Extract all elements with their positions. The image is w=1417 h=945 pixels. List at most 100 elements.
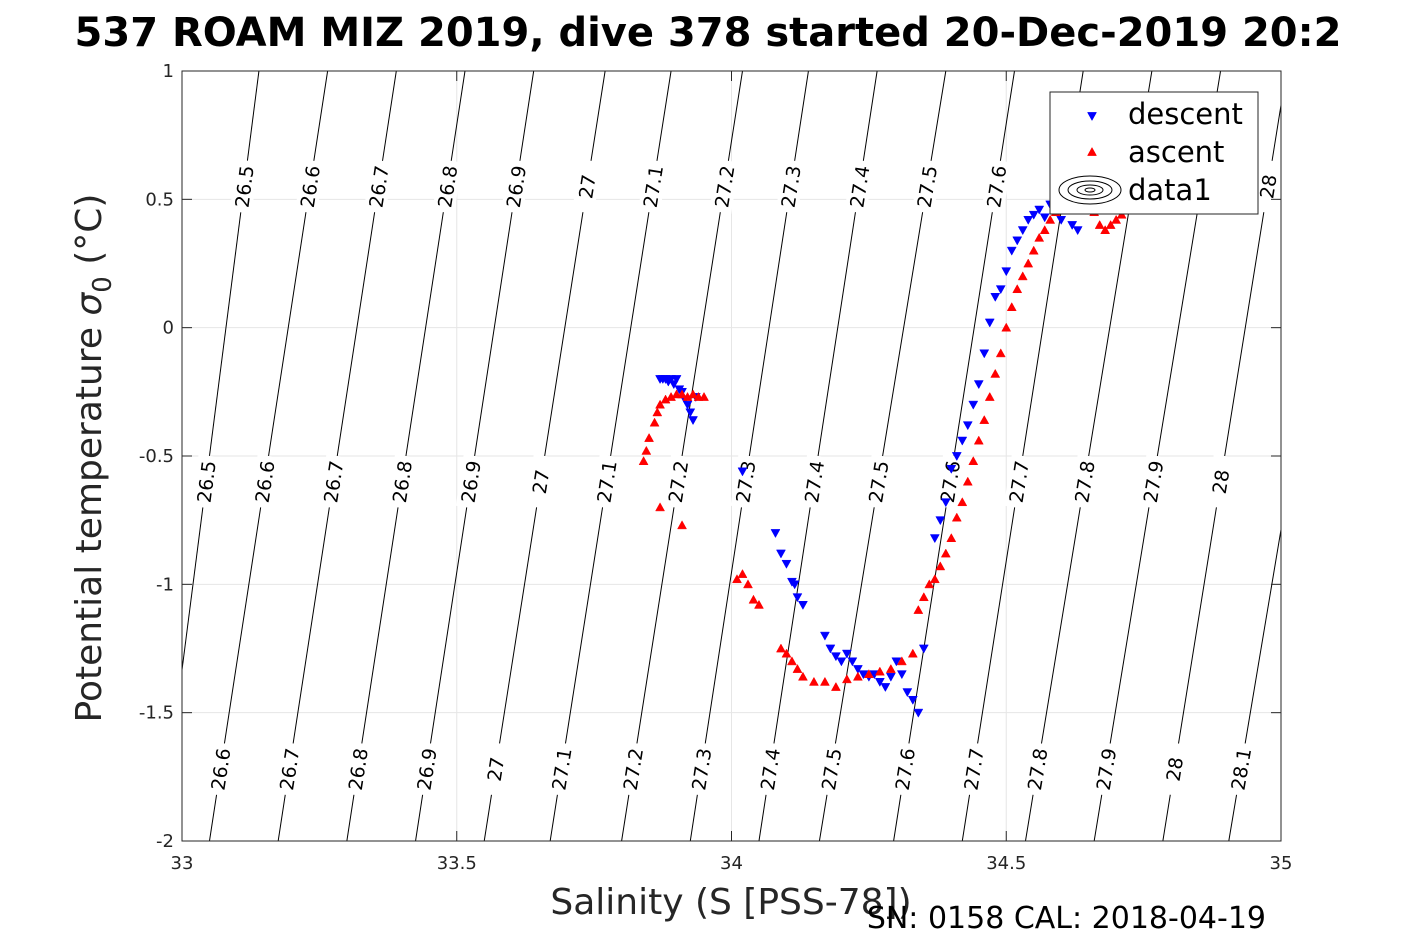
ascent-point: [743, 579, 753, 589]
y-tick-label: -0.5: [139, 446, 174, 467]
descent-point: [1023, 216, 1034, 225]
density-contour-label: 26.7: [274, 741, 304, 797]
density-contour-label: 27.1: [546, 741, 577, 797]
legend-box: [1049, 91, 1259, 215]
descent-point: [781, 559, 792, 569]
density-contour-label: 27.9: [1090, 741, 1121, 797]
x-tick-label: 35: [1270, 853, 1293, 874]
svg-text:26.5: 26.5: [231, 164, 258, 209]
ascent-point: [874, 666, 885, 676]
ascent-point: [990, 368, 1001, 378]
descent-point: [907, 695, 918, 705]
legend-ascent-triangle: [1087, 146, 1097, 156]
density-contour-label: 28: [1205, 454, 1236, 510]
legend-data1-contour-icon: [1058, 175, 1122, 205]
descent-point: [913, 708, 924, 718]
density-contour-label: 26.8: [387, 454, 417, 510]
ascent-point: [737, 569, 748, 578]
ascent-point: [913, 604, 924, 614]
descent-point: [737, 467, 748, 477]
descent-point: [973, 380, 984, 390]
y-axis-label-subscript: 0: [88, 276, 118, 293]
descent-point: [1006, 246, 1017, 256]
descent-point: [852, 665, 863, 675]
y-axis-label-symbol: σ: [69, 292, 110, 316]
legend-data1-label: data1: [1128, 173, 1212, 207]
ascent-point: [1017, 271, 1028, 281]
density-contour-label: 27.5: [911, 159, 942, 214]
descent-point: [1017, 226, 1028, 236]
ascent-point: [641, 445, 652, 455]
descent-point: [1001, 267, 1012, 277]
descent-point: [874, 678, 885, 687]
ascent-point: [995, 348, 1006, 358]
descent-point: [962, 421, 973, 431]
descent-point: [1056, 216, 1067, 225]
descent-point: [789, 580, 800, 590]
descent-point: [1034, 205, 1045, 215]
ascent-point: [984, 391, 995, 401]
ascent-point: [863, 669, 874, 679]
density-contour-label: 27.2: [709, 159, 739, 214]
footer-serial-cal: SN: 0158 CAL: 2018-04-19: [867, 901, 1266, 936]
svg-text:28: 28: [1209, 468, 1235, 495]
y-tick-label: -2: [156, 831, 174, 852]
ascent-point: [1105, 219, 1116, 229]
descent-point: [825, 644, 836, 654]
descent-point: [1012, 236, 1023, 246]
ascent-point: [748, 594, 759, 604]
ascent-point: [655, 399, 665, 409]
ascent-point: [951, 512, 962, 522]
density-contour-label: 27.6: [889, 741, 920, 797]
ascent-point: [1006, 302, 1017, 311]
x-tick-label: 34.5: [986, 853, 1026, 874]
ascent-point: [809, 676, 819, 686]
y-axis-label-unit: (°C): [69, 194, 110, 277]
descent-point: [940, 498, 951, 508]
legend-descent-triangle: [1087, 112, 1097, 122]
density-contour-label: 27.8: [1069, 454, 1100, 510]
descent-point: [1039, 213, 1050, 223]
grid-lines: [182, 71, 1281, 841]
descent-point: [929, 534, 940, 544]
ascent-point: [754, 599, 764, 609]
descent-point: [1072, 226, 1083, 236]
ascent-point: [776, 643, 786, 653]
descent-point: [1028, 210, 1039, 220]
descent-point: [682, 400, 693, 410]
descent-point: [995, 285, 1006, 295]
svg-text:28: 28: [1256, 173, 1282, 200]
ascent-point: [907, 648, 918, 658]
ascent-point: [962, 476, 973, 486]
legend: descent ascent data1: [1049, 91, 1259, 215]
descent-point: [830, 652, 841, 662]
ascent-point: [688, 389, 698, 399]
density-contour-label: 26.5: [191, 454, 221, 509]
ascent-point: [946, 533, 957, 542]
ascent-point: [896, 656, 907, 666]
descent-point: [776, 549, 786, 559]
descent-point: [896, 670, 907, 680]
ascent-point: [1045, 214, 1056, 224]
ascent-point: [677, 389, 687, 399]
ascent-point: [1034, 232, 1045, 242]
ascent-point: [957, 497, 968, 507]
descent-point: [935, 516, 946, 526]
ascent-point: [792, 664, 803, 673]
descent-point: [671, 375, 682, 385]
x-axis-ticks: 33 33.5 34 34.5 35: [171, 71, 1293, 874]
ascent-point: [1111, 214, 1122, 224]
descent-point: [841, 649, 852, 659]
ascent-point: [732, 574, 742, 584]
density-contour-label: 28: [1159, 741, 1190, 797]
density-contour-label: 27.4: [844, 159, 874, 214]
chart-title: 537 ROAM MIZ 2019, dive 378 started 20-D…: [75, 10, 1342, 56]
ascent-point: [830, 681, 841, 691]
density-contour-label: 27.7: [958, 741, 989, 797]
ascent-point: [924, 579, 935, 589]
descent-point: [984, 318, 995, 328]
density-contour-label: 28: [1252, 159, 1283, 214]
descent-point: [885, 672, 896, 682]
ascent-point: [852, 671, 863, 681]
